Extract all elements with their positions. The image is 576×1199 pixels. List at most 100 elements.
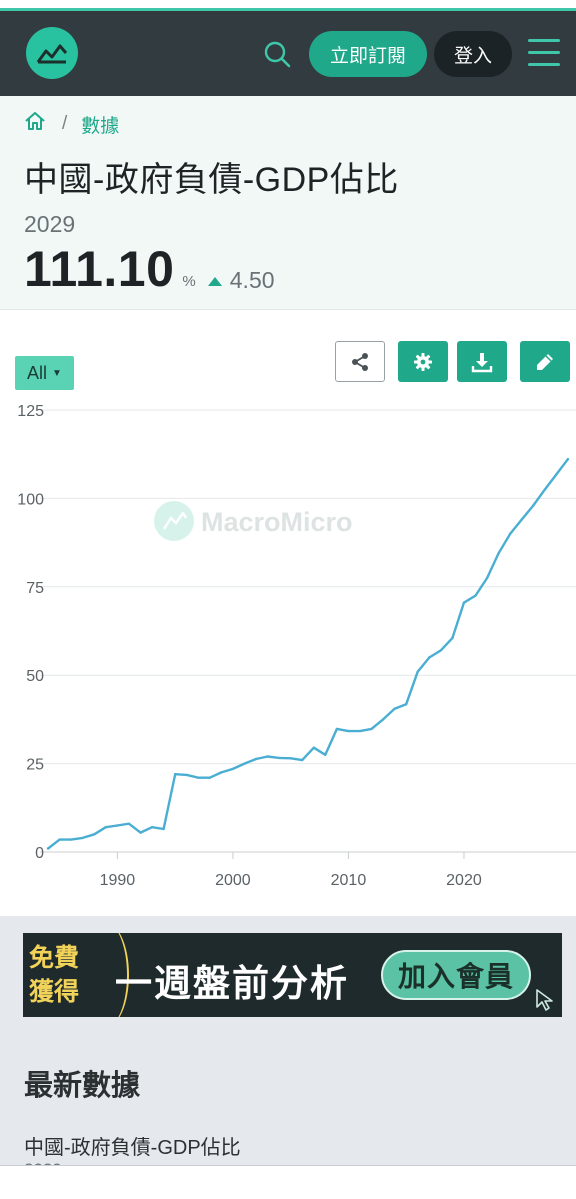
data-point[interactable]	[439, 649, 442, 652]
data-point[interactable]	[104, 826, 108, 829]
page-title: 中國-政府負債-GDP佔比	[24, 161, 399, 199]
caret-down-icon: ▼	[52, 367, 62, 379]
data-point[interactable]	[347, 729, 350, 733]
login-button[interactable]: 登入	[434, 31, 512, 77]
data-point[interactable]	[474, 594, 477, 597]
join-member-button[interactable]: 加入會員	[381, 950, 531, 1000]
banner-free-label: 免費 獲得	[29, 941, 99, 1009]
data-point[interactable]	[381, 718, 385, 721]
series-points	[46, 458, 570, 850]
data-point[interactable]	[335, 727, 339, 731]
y-tick-label: 0	[35, 845, 44, 862]
data-point[interactable]	[150, 826, 154, 829]
data-point[interactable]	[462, 601, 466, 604]
data-point[interactable]	[393, 707, 396, 710]
data-point[interactable]	[428, 656, 431, 659]
data-point[interactable]	[231, 767, 235, 771]
home-icon[interactable]	[24, 110, 46, 138]
data-point[interactable]	[485, 576, 489, 580]
x-axis-labels: 1990 2000 2010 2020	[100, 852, 482, 889]
data-point[interactable]	[70, 838, 73, 841]
data-point[interactable]	[220, 771, 223, 774]
series-line	[46, 458, 570, 850]
y-tick-label: 125	[17, 403, 44, 420]
data-point[interactable]	[139, 831, 142, 834]
banner-headline: 一週盤前分析	[115, 963, 349, 1004]
data-point[interactable]	[566, 458, 570, 461]
search-icon[interactable]	[260, 37, 294, 71]
data-point[interactable]	[324, 753, 327, 756]
change-amount: 4.50	[229, 267, 275, 293]
latest-value-row: 111.10 % 4.50	[24, 240, 275, 298]
data-point[interactable]	[451, 636, 454, 640]
data-point[interactable]	[301, 758, 304, 762]
line-chart[interactable]: 0 25 50 75 100 125 1990 2000 2010 2020 MacroMicr…	[0, 395, 576, 915]
subscribe-button[interactable]: 立即訂閱	[309, 31, 427, 77]
data-point[interactable]	[555, 473, 558, 476]
y-tick-label: 75	[26, 580, 44, 597]
download-button[interactable]	[457, 341, 507, 382]
data-point[interactable]	[162, 827, 165, 831]
data-point[interactable]	[405, 703, 408, 706]
data-point[interactable]	[520, 518, 523, 521]
latest-year: 2029	[24, 211, 76, 237]
data-point[interactable]	[416, 670, 419, 673]
breadcrumb-data-link[interactable]: 數據	[81, 115, 120, 137]
up-arrow-icon	[207, 277, 222, 286]
data-point[interactable]	[174, 773, 177, 776]
data-point[interactable]	[93, 833, 96, 836]
data-point[interactable]	[185, 773, 188, 777]
data-point[interactable]	[243, 762, 246, 765]
data-point[interactable]	[509, 532, 512, 535]
chart-container[interactable]: 0 25 50 75 100 125 1990 2000 2010 2020 MacroMicr…	[0, 395, 576, 915]
share-button[interactable]	[335, 341, 385, 382]
y-tick-label: 100	[17, 491, 44, 508]
y-axis-labels: 0 25 50 75 100 125	[17, 403, 44, 862]
data-point[interactable]	[543, 488, 546, 491]
breadcrumb: / 數據	[24, 110, 120, 138]
latest-data-item-title[interactable]: 中國-政府負債-GDP佔比	[24, 1137, 241, 1159]
breadcrumb-separator: /	[62, 113, 68, 134]
data-point[interactable]	[312, 746, 315, 749]
banner-free-line1: 免費	[29, 944, 80, 972]
latest-data-heading: 最新數據	[24, 1070, 141, 1102]
data-point[interactable]	[532, 504, 535, 507]
edit-button[interactable]	[520, 341, 570, 382]
macromicro-logo[interactable]	[26, 27, 78, 79]
data-point[interactable]	[127, 822, 131, 825]
x-tick-label: 2010	[331, 872, 367, 889]
data-point[interactable]	[116, 824, 119, 827]
data-point[interactable]	[197, 776, 200, 779]
share-icon	[352, 352, 368, 371]
top-strip	[0, 0, 576, 10]
hamburger-menu-icon[interactable]	[526, 37, 562, 69]
y-tick-label: 50	[26, 668, 44, 685]
data-point[interactable]	[81, 836, 84, 840]
data-point[interactable]	[358, 729, 362, 733]
x-tick-label: 1990	[100, 872, 136, 889]
bottom-browser-bar	[0, 1165, 576, 1199]
x-tick-label: 2000	[215, 872, 251, 889]
x-tick-label: 2020	[446, 872, 482, 889]
data-point[interactable]	[266, 755, 269, 758]
navbar: 立即訂閱 登入	[0, 11, 576, 96]
banner-arc-decoration	[83, 933, 129, 1017]
time-range-label: All	[27, 362, 48, 383]
gear-icon	[414, 352, 432, 371]
data-point[interactable]	[208, 776, 211, 779]
data-point[interactable]	[289, 757, 292, 760]
data-point[interactable]	[497, 552, 500, 555]
settings-button[interactable]	[398, 341, 448, 382]
series-header	[0, 96, 576, 310]
top-accent-line	[0, 8, 576, 11]
data-point[interactable]	[254, 757, 258, 761]
y-tick-label: 25	[26, 757, 44, 774]
data-point[interactable]	[46, 847, 50, 850]
data-point[interactable]	[58, 838, 61, 841]
time-range-dropdown[interactable]: All ▼	[15, 356, 74, 390]
data-point[interactable]	[370, 727, 373, 731]
chart-watermark: MacroMicro	[154, 501, 353, 541]
promo-banner[interactable]: 免費 獲得 一週盤前分析 加入會員	[23, 933, 562, 1017]
watermark-text: MacroMicro	[201, 507, 353, 537]
data-point[interactable]	[277, 756, 281, 760]
